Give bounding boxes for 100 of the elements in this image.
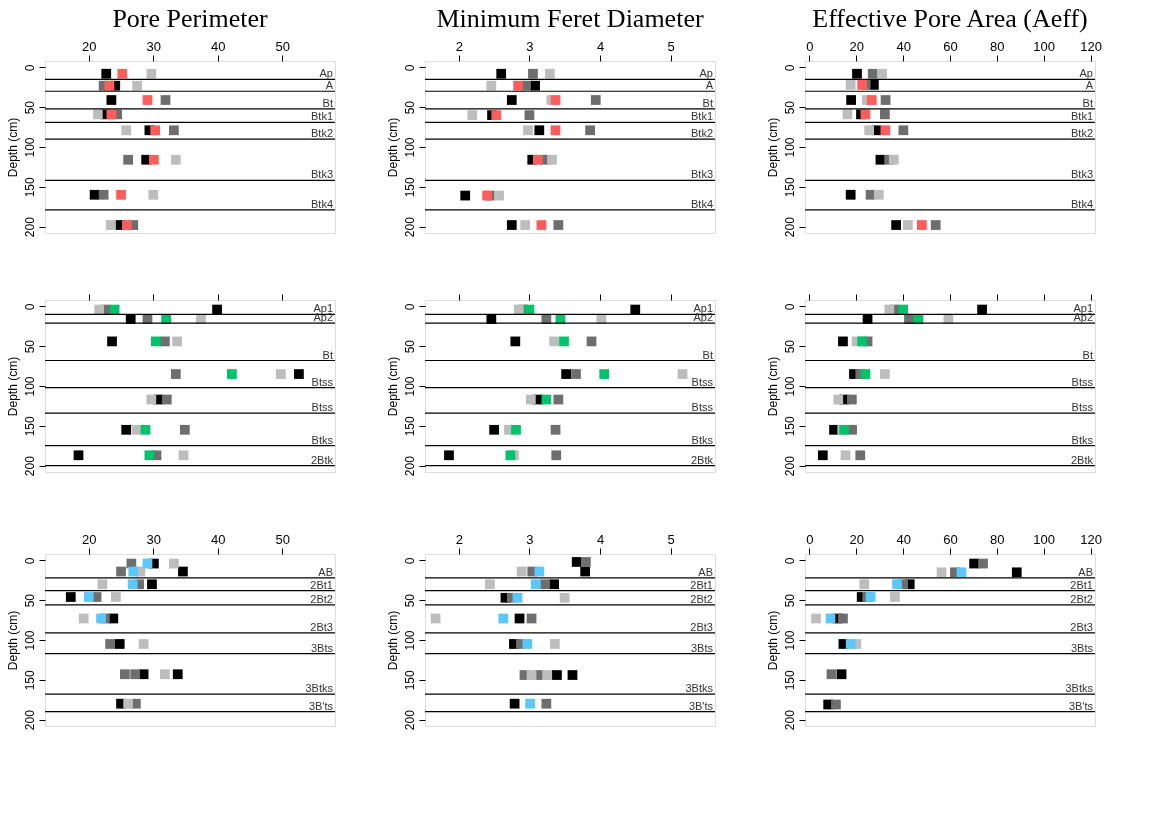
y-tick-label: 100 [782, 376, 797, 397]
ref-line-label: Btk2 [1070, 127, 1093, 140]
y-tick-label: 200 [402, 455, 417, 477]
ref-line-label: Btks [1071, 433, 1094, 446]
x-tick-label: 2 [455, 531, 463, 547]
ref-line-label: Btss [1071, 401, 1094, 414]
ref-line-label: Bt [702, 96, 713, 109]
y-tick-label: 100 [22, 137, 37, 158]
ref-line-label: Btss [691, 401, 714, 414]
ref-line-label: Btk3 [310, 168, 333, 181]
x-tick-label: 0 [806, 531, 814, 547]
x-tick-label: 30 [146, 531, 161, 547]
ref-line-label: 3Btks [685, 682, 714, 695]
x-tick-label: 80 [990, 38, 1005, 54]
y-tick-label: 0 [782, 557, 797, 565]
y-tick-label: 200 [782, 709, 797, 731]
ref-line-label: Btss [691, 375, 714, 388]
y-tick-label: 100 [22, 376, 37, 397]
y-tick-label: 100 [782, 630, 797, 651]
chart-title: Effective Pore Area (Aeff) [812, 4, 1088, 33]
x-tick-label: 20 [849, 531, 865, 547]
ref-line-label: 3Bts [1070, 641, 1094, 654]
ref-line-label: Btk4 [1070, 197, 1093, 210]
y-tick-label: 100 [402, 376, 417, 397]
y-tick-label: 150 [402, 176, 417, 198]
ref-line-label: AB [318, 565, 333, 578]
x-tick-label: 5 [667, 38, 675, 54]
ref-line-label: 2Btk [310, 453, 334, 466]
y-tick-label: 150 [22, 669, 37, 691]
x-tick-label: 50 [275, 38, 290, 54]
x-tick-label: 120 [1080, 38, 1102, 54]
x-tick-label: 40 [896, 531, 911, 547]
y-tick-label: 50 [22, 100, 37, 115]
ref-line-label: 3Bts [310, 641, 334, 654]
y-tick-label: 150 [782, 176, 797, 198]
ref-line-label: 3Btks [1065, 682, 1094, 695]
x-tick-label: 60 [943, 38, 958, 54]
chart-title: Pore Perimeter [112, 4, 268, 33]
y-tick-label: 150 [402, 415, 417, 437]
x-tick-label: 100 [1033, 531, 1056, 547]
x-tick-label: 80 [990, 531, 1005, 547]
ref-line-label: 2Bt2 [690, 592, 713, 605]
ref-line-label: Bt [322, 348, 333, 361]
y-tick-label: 150 [22, 176, 37, 198]
ref-line-label: Bt [1082, 96, 1093, 109]
y-tick-label: 0 [22, 557, 37, 565]
ref-line-label: 2Bt2 [1070, 592, 1093, 605]
ref-line-label: 3B'ts [308, 699, 334, 712]
y-axis-title: Depth (cm) [5, 610, 20, 671]
y-tick-label: 50 [402, 593, 417, 608]
x-tick-label: 20 [849, 38, 865, 54]
x-tick-label: 4 [596, 531, 605, 547]
y-tick-label: 50 [402, 339, 417, 354]
x-tick-label: 3 [526, 531, 534, 547]
ref-line-label: 2Bt1 [1070, 578, 1093, 591]
ref-line-label: 2Bt3 [310, 620, 333, 633]
ref-line-label: AB [1078, 565, 1093, 578]
y-axis-title: Depth (cm) [765, 610, 780, 671]
y-tick-label: 50 [782, 339, 797, 354]
ref-line-label: Btks [691, 433, 714, 446]
x-tick-label: 40 [210, 38, 226, 54]
ref-line-label: 2Bt2 [310, 592, 333, 605]
ref-line-label: A [1085, 79, 1094, 92]
ref-line-label: 2Btk [1070, 453, 1094, 466]
x-tick-label: 4 [596, 38, 605, 54]
ref-line-label: Btk4 [690, 197, 713, 210]
ref-line-label: 2Bt3 [1070, 620, 1093, 633]
x-tick-label: 60 [943, 531, 958, 547]
ref-line-label: Btk2 [690, 127, 713, 140]
ref-line-label: 2Bt3 [690, 620, 713, 633]
x-tick-label: 2 [455, 38, 463, 54]
y-axis-title: Depth (cm) [5, 117, 20, 178]
ref-line-label: 3Btks [305, 682, 334, 695]
ref-line-label: 3B'ts [1068, 699, 1094, 712]
y-tick-label: 0 [782, 303, 797, 311]
ref-line-label: Bt [1082, 348, 1093, 361]
x-tick-label: 100 [1033, 38, 1056, 54]
y-tick-label: 200 [22, 216, 37, 238]
y-tick-label: 150 [22, 415, 37, 437]
y-tick-label: 100 [402, 630, 417, 651]
y-tick-label: 200 [402, 216, 417, 238]
y-tick-label: 150 [782, 669, 797, 691]
ref-line-label: Btk2 [310, 127, 333, 140]
ref-line-label: 2Bt1 [690, 578, 713, 591]
ref-line-label: 2Bt1 [310, 578, 333, 591]
ref-line-label: 3B'ts [688, 699, 714, 712]
ref-line-label: Bt [322, 96, 333, 109]
ref-line-label: Ap [699, 67, 713, 80]
x-tick-label: 0 [806, 38, 814, 54]
y-tick-label: 50 [782, 593, 797, 608]
ref-line-label: Btk1 [1070, 110, 1093, 123]
y-axis-title: Depth (cm) [5, 356, 20, 417]
y-tick-label: 100 [22, 630, 37, 651]
ref-line-label: Btk1 [310, 110, 333, 123]
chart-title: Minimum Feret Diameter [436, 4, 704, 33]
ref-line-label: A [705, 79, 714, 92]
y-tick-label: 50 [22, 593, 37, 608]
y-tick-label: 0 [402, 64, 417, 72]
y-tick-label: 0 [22, 64, 37, 72]
y-tick-label: 150 [402, 669, 417, 691]
